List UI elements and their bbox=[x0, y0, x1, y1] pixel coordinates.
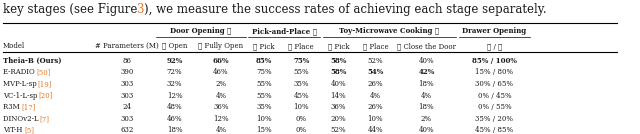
Text: ② Fully Open: ② Fully Open bbox=[198, 42, 243, 50]
Text: ★ / 🔥: ★ / 🔥 bbox=[487, 42, 502, 50]
Text: 24: 24 bbox=[122, 103, 131, 111]
Text: 86: 86 bbox=[122, 57, 131, 65]
Text: 46%: 46% bbox=[213, 68, 228, 77]
Text: 4%: 4% bbox=[216, 92, 227, 100]
Text: 48%: 48% bbox=[167, 103, 182, 111]
Text: 36%: 36% bbox=[331, 103, 346, 111]
Text: 18%: 18% bbox=[419, 103, 435, 111]
Text: 0% / 45%: 0% / 45% bbox=[477, 92, 511, 100]
Text: Pick-and-Place ★: Pick-and-Place ★ bbox=[252, 27, 317, 35]
Text: 15%: 15% bbox=[257, 126, 272, 134]
Text: 390: 390 bbox=[120, 68, 133, 77]
Text: 45% / 85%: 45% / 85% bbox=[476, 126, 513, 134]
Text: 26%: 26% bbox=[367, 103, 383, 111]
Text: 303: 303 bbox=[120, 115, 133, 123]
Text: DINOv2-L: DINOv2-L bbox=[3, 115, 41, 123]
Text: MVP-L-sp: MVP-L-sp bbox=[3, 80, 39, 88]
Text: 36%: 36% bbox=[213, 103, 228, 111]
Text: 42%: 42% bbox=[419, 68, 435, 77]
Text: 2%: 2% bbox=[421, 115, 432, 123]
Text: 18%: 18% bbox=[167, 126, 182, 134]
Text: 55%: 55% bbox=[294, 68, 309, 77]
Text: 0% / 55%: 0% / 55% bbox=[477, 103, 511, 111]
Text: Toy-Microwave Cooking 🔥: Toy-Microwave Cooking 🔥 bbox=[339, 27, 440, 35]
Text: 0%: 0% bbox=[296, 126, 307, 134]
Text: [19]: [19] bbox=[38, 80, 52, 88]
Text: 46%: 46% bbox=[167, 115, 182, 123]
Text: key stages (see Figure: key stages (see Figure bbox=[3, 3, 141, 16]
Text: 632: 632 bbox=[120, 126, 133, 134]
Text: [17]: [17] bbox=[21, 103, 36, 111]
Text: 52%: 52% bbox=[367, 57, 383, 65]
Text: 32%: 32% bbox=[167, 80, 182, 88]
Text: Model: Model bbox=[3, 42, 25, 50]
Text: 35%: 35% bbox=[294, 80, 309, 88]
Text: 30% / 65%: 30% / 65% bbox=[476, 80, 513, 88]
Text: ), we measure the success rates of achieving each stage separately.: ), we measure the success rates of achie… bbox=[144, 3, 547, 16]
Text: 40%: 40% bbox=[419, 126, 435, 134]
Text: 35%: 35% bbox=[257, 103, 272, 111]
Text: 54%: 54% bbox=[367, 68, 383, 77]
Text: R3M: R3M bbox=[3, 103, 22, 111]
Text: 3: 3 bbox=[136, 3, 144, 16]
Text: ViT-H: ViT-H bbox=[3, 126, 25, 134]
Text: 0%: 0% bbox=[296, 115, 307, 123]
Text: 20%: 20% bbox=[331, 115, 346, 123]
Text: 4%: 4% bbox=[370, 92, 381, 100]
Text: 85% / 100%: 85% / 100% bbox=[472, 57, 517, 65]
Text: 12%: 12% bbox=[213, 115, 228, 123]
Text: 303: 303 bbox=[120, 80, 133, 88]
Text: VC-1-L-sp: VC-1-L-sp bbox=[3, 92, 40, 100]
Text: ② Place: ② Place bbox=[363, 42, 388, 50]
Text: E-RADIO: E-RADIO bbox=[3, 68, 37, 77]
Text: 44%: 44% bbox=[367, 126, 383, 134]
Text: ① Open: ① Open bbox=[162, 42, 188, 50]
Text: # Parameters (M): # Parameters (M) bbox=[95, 42, 159, 50]
Text: 40%: 40% bbox=[419, 57, 435, 65]
Text: 55%: 55% bbox=[257, 92, 272, 100]
Text: 10%: 10% bbox=[367, 115, 383, 123]
Text: 92%: 92% bbox=[166, 57, 183, 65]
Text: [5]: [5] bbox=[24, 126, 34, 134]
Text: 26%: 26% bbox=[367, 80, 383, 88]
Text: 58%: 58% bbox=[330, 57, 346, 65]
Text: 12%: 12% bbox=[167, 92, 182, 100]
Text: 15% / 80%: 15% / 80% bbox=[476, 68, 513, 77]
Text: Theia-B (Ours): Theia-B (Ours) bbox=[3, 57, 61, 65]
Text: 58%: 58% bbox=[330, 68, 346, 77]
Text: 75%: 75% bbox=[293, 57, 309, 65]
Text: 10%: 10% bbox=[257, 115, 272, 123]
Text: 14%: 14% bbox=[331, 92, 346, 100]
Text: [20]: [20] bbox=[38, 92, 53, 100]
Text: 45%: 45% bbox=[294, 92, 309, 100]
Text: [50]: [50] bbox=[36, 68, 51, 77]
Text: 2%: 2% bbox=[216, 80, 227, 88]
Text: Door Opening ★: Door Opening ★ bbox=[170, 27, 232, 35]
Text: ④ Close the Door: ④ Close the Door bbox=[397, 42, 456, 50]
Text: 303: 303 bbox=[120, 92, 133, 100]
Text: 66%: 66% bbox=[212, 57, 229, 65]
Text: [7]: [7] bbox=[40, 115, 50, 123]
Text: 10%: 10% bbox=[294, 103, 309, 111]
Text: 55%: 55% bbox=[257, 80, 272, 88]
Text: 40%: 40% bbox=[331, 80, 346, 88]
Text: 72%: 72% bbox=[167, 68, 182, 77]
Text: ① Pick: ① Pick bbox=[253, 42, 275, 50]
Text: 85%: 85% bbox=[256, 57, 273, 65]
Text: 4%: 4% bbox=[216, 126, 227, 134]
Text: Drawer Opening: Drawer Opening bbox=[462, 27, 527, 35]
Text: 4%: 4% bbox=[421, 92, 432, 100]
Text: ② Place: ② Place bbox=[289, 42, 314, 50]
Text: ① Pick: ① Pick bbox=[328, 42, 349, 50]
Text: 18%: 18% bbox=[419, 80, 435, 88]
Text: 52%: 52% bbox=[331, 126, 346, 134]
Text: 75%: 75% bbox=[257, 68, 272, 77]
Text: 35% / 20%: 35% / 20% bbox=[476, 115, 513, 123]
